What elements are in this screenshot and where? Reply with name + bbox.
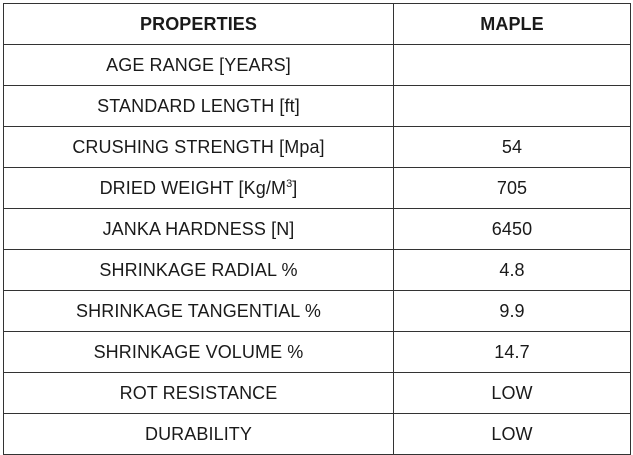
table-row: ROT RESISTANCE LOW	[3, 372, 631, 414]
header-properties: PROPERTIES	[3, 3, 394, 45]
property-cell: SHRINKAGE RADIAL %	[3, 249, 394, 291]
value-cell: 9.9	[393, 290, 631, 332]
table-row: DURABILITY LOW	[3, 413, 631, 455]
table-row: SHRINKAGE VOLUME % 14.7	[3, 331, 631, 373]
properties-table-container: PROPERTIES MAPLE AGE RANGE [YEARS] STAND…	[3, 3, 631, 455]
value-cell	[393, 44, 631, 86]
superscript: 3	[286, 177, 293, 190]
property-cell: DURABILITY	[3, 413, 394, 455]
property-cell: ROT RESISTANCE	[3, 372, 394, 414]
value-cell: LOW	[393, 413, 631, 455]
table-row: SHRINKAGE TANGENTIAL % 9.9	[3, 290, 631, 332]
property-cell: STANDARD LENGTH [ft]	[3, 85, 394, 127]
value-cell	[393, 85, 631, 127]
table-header-row: PROPERTIES MAPLE	[3, 3, 631, 45]
table-row: CRUSHING STRENGTH [Mpa] 54	[3, 126, 631, 168]
value-cell: 705	[393, 167, 631, 209]
properties-table: PROPERTIES MAPLE AGE RANGE [YEARS] STAND…	[3, 3, 631, 455]
property-cell: SHRINKAGE TANGENTIAL %	[3, 290, 394, 332]
table-row: JANKA HARDNESS [N] 6450	[3, 208, 631, 250]
header-maple: MAPLE	[393, 3, 631, 45]
property-cell: CRUSHING STRENGTH [Mpa]	[3, 126, 394, 168]
value-cell: 14.7	[393, 331, 631, 373]
table-row: DRIED WEIGHT [Kg/M3] 705	[3, 167, 631, 209]
value-cell: LOW	[393, 372, 631, 414]
table-row: AGE RANGE [YEARS]	[3, 44, 631, 86]
table-row: SHRINKAGE RADIAL % 4.8	[3, 249, 631, 291]
property-text-suffix: ]	[292, 177, 298, 198]
property-cell: AGE RANGE [YEARS]	[3, 44, 394, 86]
value-cell: 6450	[393, 208, 631, 250]
property-text: DRIED WEIGHT [Kg/M	[99, 177, 287, 198]
value-cell: 4.8	[393, 249, 631, 291]
property-cell: DRIED WEIGHT [Kg/M3]	[3, 167, 394, 209]
value-cell: 54	[393, 126, 631, 168]
property-cell: SHRINKAGE VOLUME %	[3, 331, 394, 373]
property-cell: JANKA HARDNESS [N]	[3, 208, 394, 250]
table-row: STANDARD LENGTH [ft]	[3, 85, 631, 127]
